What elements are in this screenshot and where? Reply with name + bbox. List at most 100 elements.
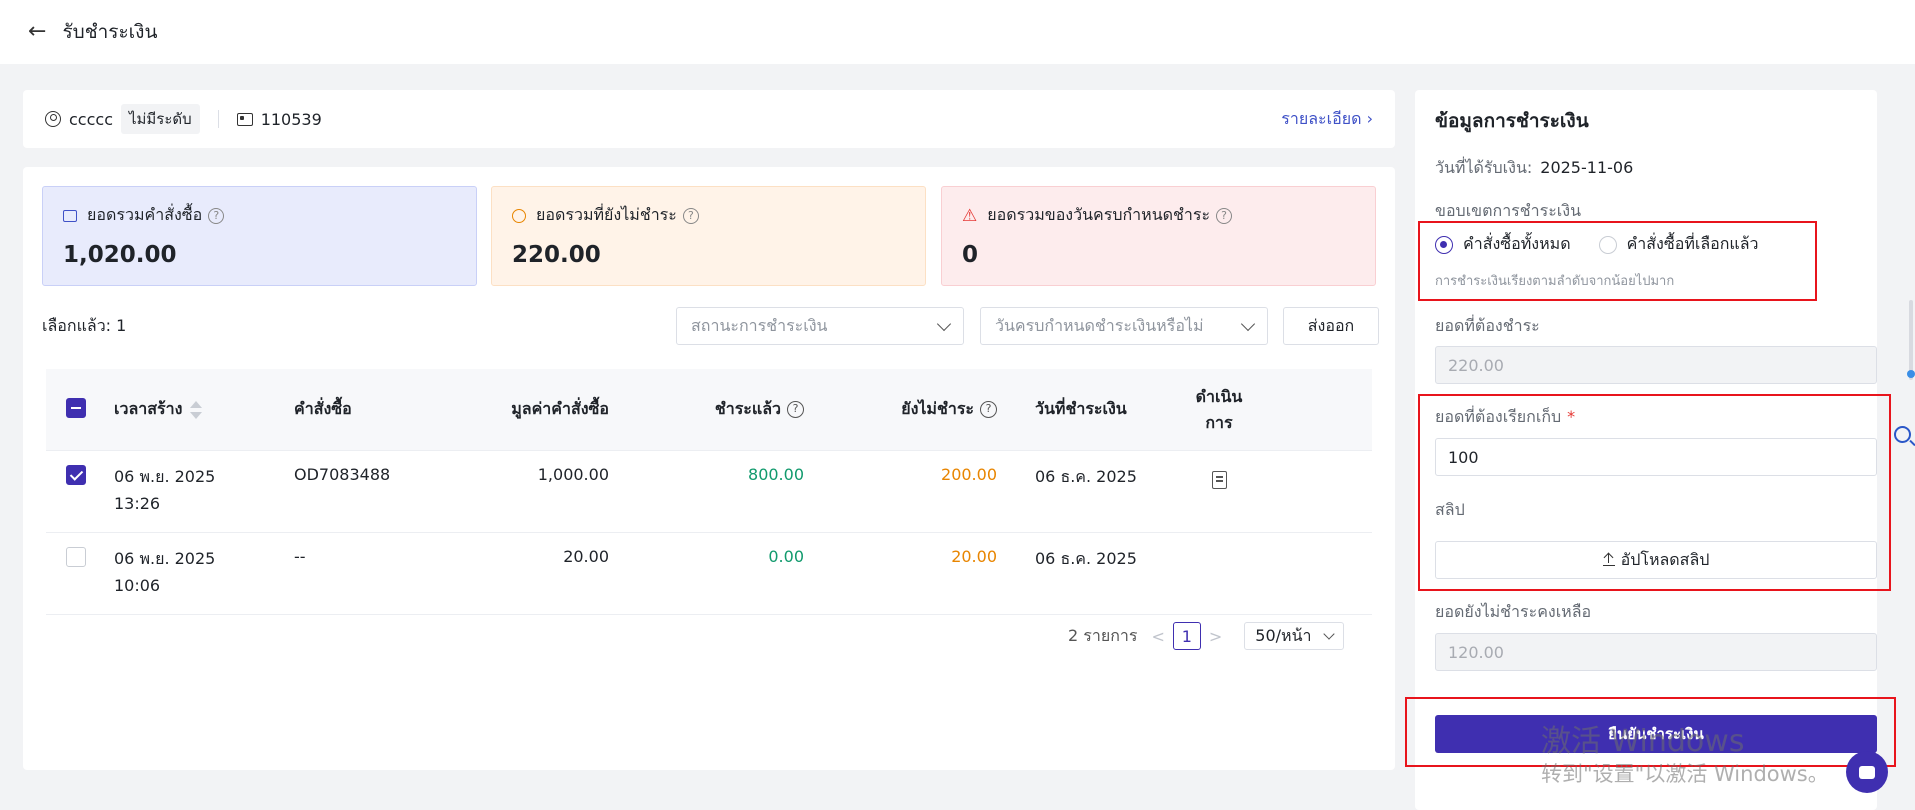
row-checkbox[interactable]	[66, 465, 86, 485]
row-order: OD7083488	[294, 465, 391, 484]
header-amount: มูลค่าคำสั่งซื้อ	[511, 399, 609, 418]
card-value: 220.00	[512, 242, 601, 268]
payment-panel: ข้อมูลการชำระเงิน วันที่ได้รับเงิน: 2025-…	[1415, 90, 1877, 810]
due-amount-field: 220.00	[1435, 346, 1877, 384]
export-button[interactable]: ส่งออก	[1283, 307, 1379, 345]
payment-title: ข้อมูลการชำระเงิน	[1435, 110, 1589, 132]
id-card-icon	[236, 112, 253, 126]
total-orders-card: ยอดรวมคำสั่งซื้อ ? 1,020.00	[42, 186, 477, 286]
row-order: --	[294, 547, 306, 566]
help-icon[interactable]: ?	[682, 207, 699, 224]
scrollbar[interactable]	[1909, 300, 1913, 380]
chevron-down-icon	[1240, 316, 1256, 331]
detail-link[interactable]: รายละเอียด ›	[1281, 108, 1373, 128]
row-checkbox[interactable]	[66, 547, 86, 567]
upload-slip-button[interactable]: อัปโหลดสลิป	[1435, 541, 1877, 579]
received-date: วันที่ได้รับเงิน: 2025-11-06	[1435, 158, 1634, 177]
sort-icon[interactable]	[190, 400, 203, 419]
row-paid: 0.00	[768, 547, 804, 566]
row-amount: 1,000.00	[537, 465, 609, 484]
due-date-select[interactable]: วันครบกำหนดชำระเงินหรือไม่	[980, 307, 1268, 345]
orders-panel: ยอดรวมคำสั่งซื้อ ? 1,020.00 ยอดรวมที่ยัง…	[23, 167, 1395, 770]
prev-page-icon[interactable]: <	[1151, 626, 1165, 646]
payment-status-select[interactable]: สถานะการชำระเงิน	[676, 307, 964, 345]
row-time: 13:26	[114, 494, 161, 513]
wallet-icon	[63, 209, 77, 222]
due-amount-label: ยอดที่ต้องชำระ	[1435, 316, 1540, 335]
customer-name: ccccc	[69, 109, 113, 129]
card-label: ยอดรวมที่ยังไม่ชำระ	[536, 205, 677, 224]
header-pay-date: วันที่ชำระเงิน	[1035, 399, 1127, 418]
upload-icon	[1602, 554, 1615, 566]
help-icon[interactable]: ?	[208, 207, 225, 224]
help-icon[interactable]: ?	[787, 401, 804, 418]
page-button[interactable]: 1	[1172, 622, 1201, 650]
pagination: 2 รายการ < 1 > 50/หน้า	[1068, 622, 1345, 650]
page-size-select[interactable]: 50/หน้า	[1244, 622, 1345, 650]
sort-time-header[interactable]: เวลาสร้าง	[114, 397, 294, 422]
divider	[217, 110, 219, 128]
total-unpaid-card: ยอดรวมที่ยังไม่ชำระ ? 220.00	[491, 186, 926, 286]
header-paid: ชำระแล้ว?	[609, 397, 804, 422]
selected-count: เลือกแล้ว: 1	[42, 315, 127, 335]
orders-table: เวลาสร้าง คำสั่งซื้อ มูลค่าคำสั่งซื้อ ชำ…	[46, 369, 1372, 615]
card-label: ยอดรวมคำสั่งซื้อ	[87, 205, 203, 224]
collect-amount-input[interactable]: 100	[1435, 438, 1877, 476]
filter-bar: เลือกแล้ว: 1 สถานะการชำระเงิน วันครบกำหน…	[42, 307, 1379, 345]
table-row[interactable]: 06 พ.ย. 2025 10:06 -- 20.00 0.00 20.00 06…	[46, 533, 1372, 615]
chevron-down-icon	[936, 316, 952, 331]
scope-radio-group: คำสั่งซื้อทั้งหมด คำสั่งซื้อที่เลือกแล้ว	[1435, 232, 1759, 257]
scope-label: ขอบเขตการชำระเงิน	[1435, 201, 1582, 220]
windows-watermark: 激活 Windows	[1541, 724, 1745, 759]
table-header: เวลาสร้าง คำสั่งซื้อ มูลค่าคำสั่งซื้อ ชำ…	[46, 369, 1372, 451]
confirm-payment-button[interactable]: ยืนยันชำระเงิน	[1435, 715, 1877, 753]
page-title: รับชำระเงิน	[62, 21, 158, 43]
customer-id: 110539	[260, 109, 322, 129]
total-count: 2 รายการ	[1068, 625, 1138, 645]
scroll-indicator	[1907, 370, 1915, 378]
search-icon[interactable]	[1894, 426, 1911, 443]
chevron-down-icon	[1323, 628, 1335, 640]
row-time: 10:06	[114, 576, 161, 595]
user-icon	[45, 111, 61, 127]
slip-label: สลิป	[1435, 500, 1465, 519]
remaining-label: ยอดยังไม่ชำระคงเหลือ	[1435, 602, 1592, 621]
header-unpaid: ยังไม่ชำระ?	[804, 397, 997, 422]
chat-icon[interactable]	[1846, 751, 1888, 793]
row-unpaid: 20.00	[951, 547, 997, 566]
row-paid: 800.00	[748, 465, 804, 484]
row-unpaid: 200.00	[941, 465, 997, 484]
top-bar: ← รับชำระเงิน	[0, 0, 1915, 64]
help-icon[interactable]: ?	[980, 401, 997, 418]
select-all-checkbox[interactable]	[66, 397, 86, 418]
scope-hint: การชำระเงินเรียงตามลำดับจากน้อยไปมาก	[1435, 274, 1675, 289]
radio-all-label[interactable]: คำสั่งซื้อทั้งหมด	[1463, 234, 1571, 253]
windows-watermark-sub: 转到"设置"以激活 Windows。	[1541, 762, 1829, 786]
collect-amount-label: ยอดที่ต้องเรียกเก็บ *	[1435, 407, 1576, 426]
customer-bar: ccccc ไม่มีระดับ 110539 รายละเอียด ›	[23, 90, 1395, 148]
coin-icon	[512, 208, 526, 223]
header-action: ดำเนินการ	[1195, 386, 1243, 432]
table-row[interactable]: 06 พ.ย. 2025 13:26 OD7083488 1,000.00 800…	[46, 451, 1372, 533]
remaining-field: 120.00	[1435, 633, 1877, 671]
row-date: 06 พ.ย. 2025	[114, 549, 216, 568]
row-pay-date: 06 ธ.ค. 2025	[1035, 549, 1137, 568]
receipt-icon[interactable]	[1211, 471, 1227, 489]
radio-selected-orders[interactable]	[1598, 235, 1617, 254]
help-icon[interactable]: ?	[1216, 207, 1233, 224]
next-page-icon[interactable]: >	[1208, 626, 1223, 646]
card-value: 1,020.00	[63, 242, 177, 268]
radio-selected-label[interactable]: คำสั่งซื้อที่เลือกแล้ว	[1626, 234, 1759, 253]
arrow-left-icon[interactable]: ←	[28, 19, 47, 44]
warning-icon: ⚠	[962, 205, 978, 226]
row-date: 06 พ.ย. 2025	[114, 467, 216, 486]
total-due-card: ⚠ ยอดรวมของวันครบกำหนดชำระ ? 0	[941, 186, 1376, 286]
row-amount: 20.00	[563, 547, 609, 566]
card-label: ยอดรวมของวันครบกำหนดชำระ	[987, 205, 1211, 224]
card-value: 0	[962, 242, 979, 268]
chevron-right-icon: ›	[1366, 108, 1373, 128]
radio-all-orders[interactable]	[1435, 235, 1453, 254]
header-order: คำสั่งซื้อ	[294, 399, 352, 418]
customer-level-badge: ไม่มีระดับ	[120, 104, 200, 134]
row-pay-date: 06 ธ.ค. 2025	[1035, 467, 1137, 486]
